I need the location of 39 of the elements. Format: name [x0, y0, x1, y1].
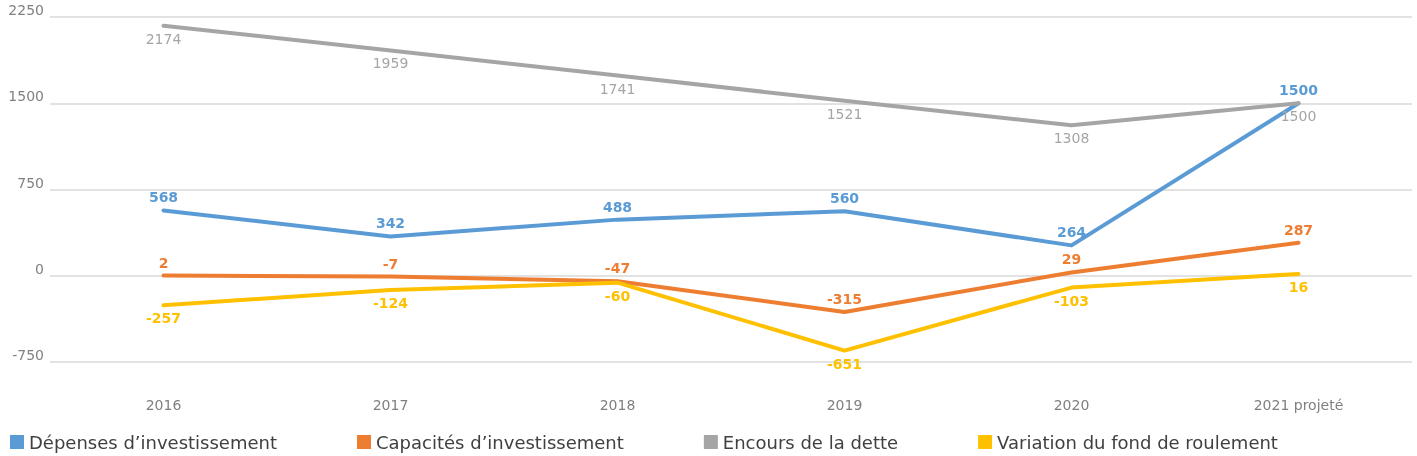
legend-label: Variation du fond de roulement: [997, 431, 1278, 453]
x-tick-label: 2017: [372, 397, 409, 413]
data-label: 16: [1288, 278, 1309, 295]
data-label: 560: [829, 190, 860, 207]
data-label: -651: [826, 355, 863, 372]
data-label: 1500: [1279, 82, 1319, 99]
y-tick-label: 0: [35, 260, 44, 277]
legend-label: Encours de la dette: [722, 431, 899, 453]
y-tick-label: 750: [17, 174, 44, 191]
x-tick-label: 2019: [826, 397, 863, 413]
data-label: 1741: [599, 80, 636, 97]
data-label: -60: [604, 287, 631, 304]
data-label: -7: [382, 255, 399, 272]
data-label: 2: [158, 254, 169, 271]
y-tick-label: 1500: [8, 88, 44, 105]
data-label: 1959: [372, 55, 409, 72]
data-label: 1500: [1280, 108, 1317, 125]
x-tick-label: 2018: [599, 397, 636, 413]
legend-label: Capacités d’investissement: [376, 431, 624, 453]
data-label: 1521: [826, 105, 863, 122]
y-tick-label: -750: [12, 347, 44, 363]
data-label: 264: [1056, 224, 1087, 241]
data-label: 29: [1061, 251, 1082, 268]
x-tick-label: 2020: [1053, 397, 1090, 413]
data-label: -103: [1053, 292, 1090, 309]
data-label: 287: [1283, 221, 1314, 238]
data-label: 342: [375, 215, 406, 232]
data-label: -257: [145, 310, 182, 327]
y-tick-label: 2250: [8, 2, 44, 18]
data-label: 1308: [1053, 130, 1090, 147]
data-label: 488: [602, 198, 633, 215]
data-label: -315: [826, 290, 863, 307]
x-tick-label: 2021 projeté: [1253, 397, 1344, 413]
data-label: -124: [372, 295, 409, 312]
legend-label: Dépenses d’investissement: [29, 431, 278, 453]
data-label: 2174: [145, 30, 182, 47]
data-label: 568: [148, 189, 179, 206]
x-tick-label: 2016: [145, 397, 182, 413]
data-label: -47: [604, 260, 631, 277]
